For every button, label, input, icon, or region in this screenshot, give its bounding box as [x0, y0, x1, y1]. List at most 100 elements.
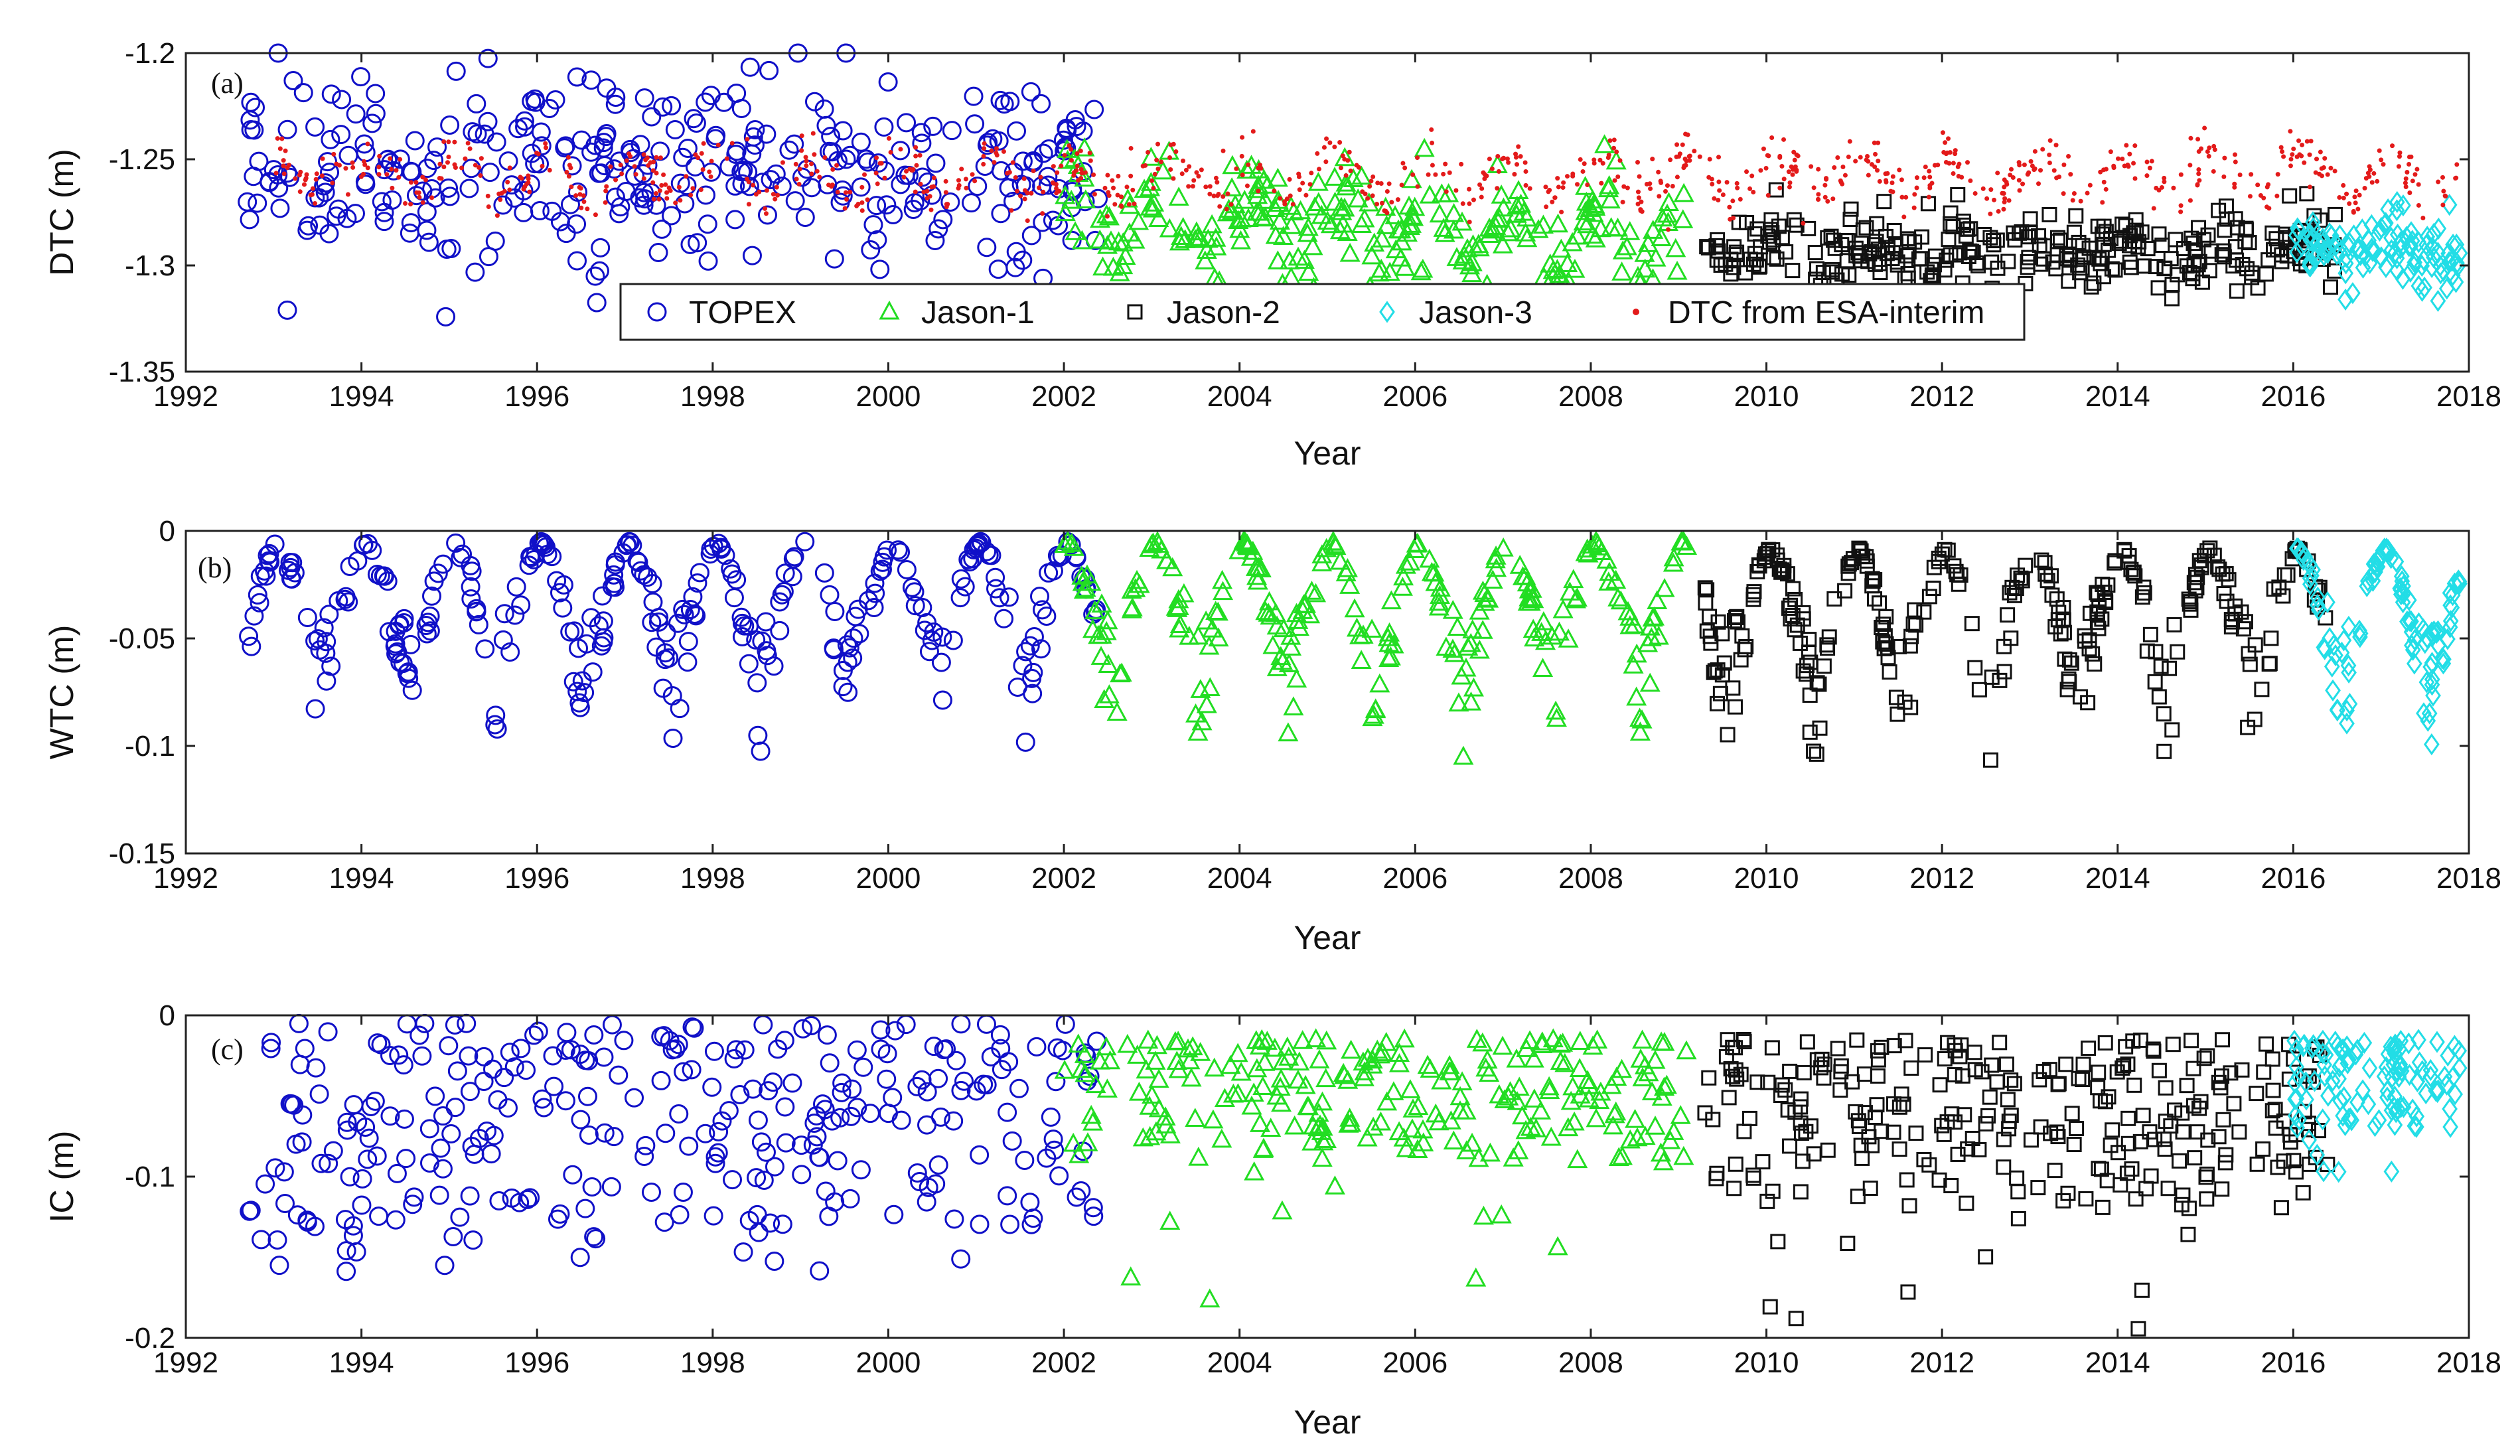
data-point	[591, 238, 611, 257]
data-point	[1960, 1141, 1976, 1157]
data-point	[1094, 689, 1115, 708]
data-point	[413, 180, 419, 185]
data-point	[319, 1153, 338, 1173]
data-point	[2147, 165, 2152, 171]
data-point	[1509, 1076, 1530, 1096]
data-point	[673, 1182, 693, 1202]
data-point	[2347, 201, 2352, 206]
data-point	[1491, 1204, 1512, 1224]
data-point	[486, 132, 506, 152]
legend-marker	[1633, 309, 1639, 315]
data-point	[1479, 224, 1500, 244]
data-point	[2379, 1086, 2395, 1109]
data-point	[779, 140, 799, 160]
data-point	[446, 533, 466, 553]
data-point	[1474, 591, 1495, 611]
data-point	[1816, 1070, 1832, 1086]
data-point	[1900, 270, 1916, 286]
data-point	[1126, 202, 1132, 207]
panel-b-xlabel: Year	[1294, 919, 1361, 956]
data-point	[1594, 134, 1615, 153]
data-point	[2387, 1036, 2403, 1058]
data-point	[1830, 1041, 1846, 1056]
data-point	[1383, 208, 1388, 214]
data-point	[1849, 1032, 1865, 1048]
data-point	[1570, 1031, 1591, 1050]
data-point	[799, 148, 804, 153]
data-point	[2187, 198, 2193, 203]
data-point	[2211, 169, 2216, 174]
data-point	[2162, 660, 2178, 676]
data-point	[352, 1195, 372, 1215]
data-point	[1555, 176, 1560, 181]
data-point	[1729, 609, 1745, 624]
data-point	[1771, 218, 1787, 234]
data-point	[244, 606, 264, 626]
data-point	[2365, 240, 2381, 262]
data-point	[465, 141, 471, 146]
data-point	[1941, 232, 1957, 248]
data-point	[2302, 553, 2318, 575]
data-point	[2301, 1129, 2317, 1151]
data-point	[761, 170, 780, 190]
data-point	[1656, 169, 1661, 175]
data-point	[2352, 194, 2357, 200]
data-point	[1570, 173, 1576, 179]
data-point	[725, 210, 745, 230]
data-point	[1683, 163, 1688, 168]
data-point	[511, 1039, 531, 1058]
data-point	[1745, 591, 1761, 607]
data-point	[346, 104, 366, 124]
data-point	[2367, 1115, 2383, 1137]
data-point	[1212, 569, 1233, 589]
data-point	[2066, 1137, 2082, 1153]
panel-c-ticks: 1992 1994 1996 1998 2000 2002 2004 2006 2008 2010…	[125, 999, 2501, 1379]
data-point	[603, 188, 609, 194]
data-point	[1365, 699, 1386, 719]
data-point	[2160, 1181, 2176, 1197]
data-point	[1272, 188, 1277, 194]
data-point	[2008, 167, 2014, 172]
data-point	[1841, 267, 1857, 283]
data-point	[1903, 628, 1919, 644]
data-point	[1503, 1147, 1524, 1167]
data-point	[1563, 569, 1584, 589]
data-point	[731, 162, 751, 182]
data-point	[2323, 279, 2339, 295]
data-point	[950, 588, 970, 608]
data-point	[885, 1021, 905, 1041]
data-point	[1062, 153, 1067, 158]
data-point	[1479, 217, 1500, 237]
data-point	[1473, 1205, 1494, 1225]
data-point	[2422, 1058, 2439, 1082]
data-point	[1899, 231, 1915, 247]
data-point	[1351, 214, 1372, 233]
data-point	[2286, 1029, 2302, 1052]
data-point	[960, 552, 980, 572]
data-point	[1124, 184, 1130, 190]
data-point	[1552, 599, 1574, 619]
data-point	[577, 192, 583, 197]
data-point	[1641, 627, 1662, 646]
data-point	[1128, 173, 1134, 179]
data-point	[1054, 1059, 1075, 1079]
data-point	[1870, 1068, 1886, 1084]
data-point	[2409, 1105, 2425, 1128]
data-point	[1247, 184, 1268, 204]
data-point	[840, 145, 860, 165]
y-tick-label: 0	[159, 999, 175, 1032]
data-point	[2093, 1161, 2109, 1177]
data-point	[964, 185, 969, 190]
data-point	[2200, 1132, 2216, 1148]
data-point	[1169, 618, 1190, 638]
data-point	[1278, 722, 1299, 742]
data-point	[2445, 234, 2461, 256]
data-point	[1710, 181, 1715, 186]
data-point	[1045, 1140, 1065, 1160]
data-point	[2371, 219, 2388, 242]
data-point	[2218, 198, 2234, 214]
data-point	[2061, 191, 2066, 196]
data-point	[2339, 699, 2355, 722]
data-point	[532, 1089, 552, 1109]
data-point	[1654, 578, 1675, 597]
